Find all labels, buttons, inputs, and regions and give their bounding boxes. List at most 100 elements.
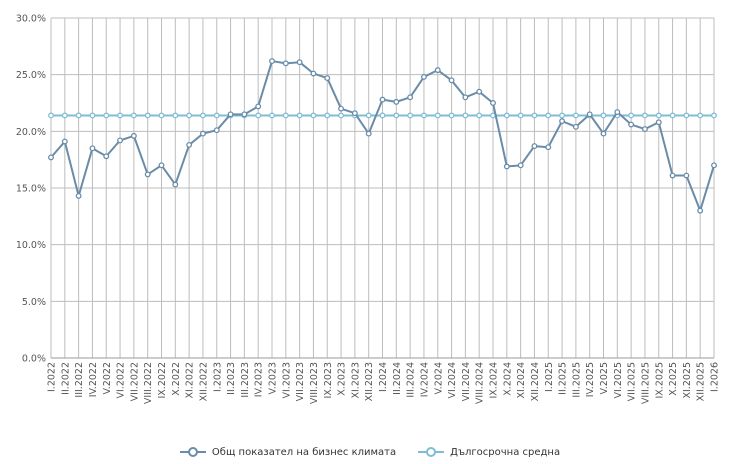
data-point-business-climate[interactable] [75,192,82,199]
data-point-business-climate[interactable] [586,111,593,118]
data-point-business-climate[interactable] [213,127,220,134]
data-point-long-term-average[interactable] [130,112,137,119]
data-point-long-term-average[interactable] [420,112,427,119]
data-point-long-term-average[interactable] [683,112,690,119]
data-point-business-climate[interactable] [227,111,234,118]
data-point-long-term-average[interactable] [310,112,317,119]
data-point-long-term-average[interactable] [462,112,469,119]
data-point-business-climate[interactable] [407,94,414,101]
data-point-business-climate[interactable] [490,100,496,106]
x-tick-label: IV.2023 [254,362,265,397]
data-point-business-climate[interactable] [199,130,206,137]
data-point-long-term-average[interactable] [75,112,82,119]
data-point-long-term-average[interactable] [186,112,193,119]
x-tick-label: XI.2023 [350,362,361,399]
data-point-long-term-average[interactable] [199,112,206,119]
data-point-business-climate[interactable] [117,137,124,144]
legend-label-long-term-average: Дългосрочна средна [450,446,561,458]
data-point-business-climate[interactable] [448,77,455,84]
data-point-business-climate[interactable] [186,141,193,148]
data-point-business-climate[interactable] [655,119,662,126]
data-point-long-term-average[interactable] [600,112,607,119]
data-point-long-term-average[interactable] [103,112,110,119]
data-point-long-term-average[interactable] [476,112,483,119]
data-point-long-term-average[interactable] [365,112,372,119]
data-point-long-term-average[interactable] [158,112,165,119]
data-point-business-climate[interactable] [641,126,648,133]
data-point-business-climate[interactable] [310,70,317,77]
series-long-term-average [48,112,717,119]
data-point-business-climate[interactable] [531,143,538,150]
data-point-business-climate[interactable] [351,110,358,117]
data-point-business-climate[interactable] [48,154,54,161]
data-point-long-term-average[interactable] [338,112,345,119]
data-point-long-term-average[interactable] [144,112,151,119]
data-point-long-term-average[interactable] [434,112,441,119]
data-point-long-term-average[interactable] [48,112,54,119]
data-point-business-climate[interactable] [338,105,345,112]
data-point-long-term-average[interactable] [559,112,566,119]
data-point-long-term-average[interactable] [213,112,220,119]
data-point-business-climate[interactable] [711,162,717,169]
data-point-business-climate[interactable] [379,96,386,103]
data-point-long-term-average[interactable] [89,112,96,119]
data-point-long-term-average[interactable] [61,112,68,119]
data-point-long-term-average[interactable] [517,112,524,119]
data-point-long-term-average[interactable] [545,112,552,119]
data-point-long-term-average[interactable] [407,112,414,119]
legend-item-long-term-average[interactable]: Дългосрочна средна [418,446,560,458]
data-point-business-climate[interactable] [255,103,262,110]
data-point-business-climate[interactable] [559,118,566,125]
data-point-long-term-average[interactable] [393,112,400,119]
data-point-long-term-average[interactable] [324,112,331,119]
data-point-business-climate[interactable] [130,132,137,139]
data-point-business-climate[interactable] [241,111,248,118]
data-point-long-term-average[interactable] [711,112,717,119]
data-point-business-climate[interactable] [628,121,635,128]
data-point-business-climate[interactable] [269,58,275,65]
data-point-business-climate[interactable] [600,130,607,137]
data-point-business-climate[interactable] [434,67,441,74]
data-point-long-term-average[interactable] [531,112,538,119]
data-point-business-climate[interactable] [503,163,510,170]
data-point-long-term-average[interactable] [572,112,579,119]
data-point-business-climate[interactable] [420,73,427,80]
data-point-business-climate[interactable] [697,207,704,214]
data-point-business-climate[interactable] [61,138,68,145]
data-point-business-climate[interactable] [172,181,179,188]
data-point-long-term-average[interactable] [628,112,635,119]
data-point-business-climate[interactable] [572,123,579,130]
data-point-long-term-average[interactable] [379,112,386,119]
data-point-long-term-average[interactable] [669,112,676,119]
data-point-long-term-average[interactable] [282,112,289,119]
data-point-long-term-average[interactable] [269,112,275,119]
data-point-business-climate[interactable] [324,75,331,82]
data-point-long-term-average[interactable] [697,112,704,119]
legend-item-business-climate[interactable]: Общ показател на бизнес климата [179,446,396,458]
data-point-business-climate[interactable] [517,162,524,169]
data-point-business-climate[interactable] [282,60,289,67]
data-point-business-climate[interactable] [158,162,165,169]
data-point-long-term-average[interactable] [172,112,179,119]
x-tick-label: XII.2022 [198,362,209,401]
data-point-business-climate[interactable] [144,171,151,178]
data-point-business-climate[interactable] [545,144,552,151]
data-point-business-climate[interactable] [462,94,469,101]
data-point-business-climate[interactable] [476,88,483,95]
data-point-business-climate[interactable] [103,153,110,160]
data-point-business-climate[interactable] [614,109,621,116]
data-point-business-climate[interactable] [393,98,400,105]
data-point-long-term-average[interactable] [255,112,262,119]
data-point-business-climate[interactable] [683,172,690,179]
data-point-long-term-average[interactable] [296,112,303,119]
x-tick-label: IV.2025 [585,362,596,397]
data-point-long-term-average[interactable] [503,112,510,119]
data-point-business-climate[interactable] [365,130,372,137]
data-point-long-term-average[interactable] [448,112,455,119]
data-point-long-term-average[interactable] [117,112,124,119]
data-point-long-term-average[interactable] [655,112,662,119]
data-point-business-climate[interactable] [89,145,96,152]
data-point-long-term-average[interactable] [641,112,648,119]
data-point-business-climate[interactable] [669,172,676,179]
data-point-business-climate[interactable] [296,59,303,66]
